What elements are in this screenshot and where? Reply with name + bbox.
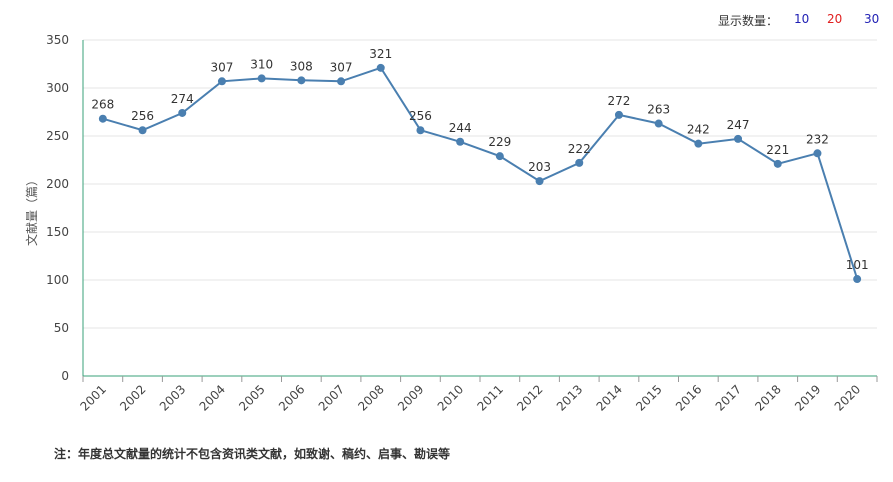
data-label: 307 <box>330 60 353 74</box>
x-tick-label: 2004 <box>197 382 228 413</box>
y-tick-label: 350 <box>46 33 69 47</box>
x-tick-label: 2005 <box>236 382 267 413</box>
x-tick-label: 2014 <box>594 382 625 413</box>
gridlines <box>83 39 877 329</box>
data-label: 242 <box>687 123 710 137</box>
data-label: 101 <box>846 258 869 272</box>
data-point <box>257 74 266 83</box>
data-point <box>217 77 226 86</box>
y-axis-label: 文献量（篇） <box>24 174 39 246</box>
data-label: 244 <box>449 121 472 135</box>
series-line-path <box>102 66 859 280</box>
data-point <box>773 159 782 168</box>
data-label: 229 <box>488 135 511 149</box>
display-count-selector: 显示数量： 10 20 30 <box>718 12 888 30</box>
x-tick-label: 2001 <box>77 382 108 413</box>
data-label: 247 <box>727 118 750 132</box>
data-label: 203 <box>528 160 551 174</box>
data-point <box>138 126 147 135</box>
data-point <box>98 114 107 123</box>
data-label: 272 <box>607 94 630 108</box>
data-point <box>694 139 703 148</box>
x-tick-label: 2008 <box>355 382 386 413</box>
data-label: 256 <box>409 109 432 123</box>
data-point <box>495 152 504 161</box>
y-tick-label: 50 <box>54 321 69 335</box>
axes <box>82 40 878 382</box>
x-tick-label: 2002 <box>117 382 148 413</box>
x-tick-label: 2010 <box>435 382 466 413</box>
data-label: 310 <box>250 57 273 71</box>
y-tick-labels: 0 50 100 150 200 250 300 350 <box>46 33 69 383</box>
x-tick-label: 2020 <box>832 382 863 413</box>
x-tick-label: 2013 <box>554 382 585 413</box>
data-labels: 268 256 274 307 310 308 307 321 256 244 229 203 222 2… <box>91 47 868 272</box>
y-tick-label: 100 <box>46 273 69 287</box>
display-count-label: 显示数量： <box>718 14 779 28</box>
x-tick-label: 2018 <box>752 382 783 413</box>
y-tick-label: 300 <box>46 81 69 95</box>
data-point <box>853 275 862 284</box>
x-tick-label: 2017 <box>713 382 744 413</box>
data-label: 268 <box>91 98 114 112</box>
x-tick-label: 2009 <box>395 382 426 413</box>
data-point <box>376 63 385 72</box>
x-tick-label: 2007 <box>316 382 347 413</box>
x-tick-label: 2003 <box>157 382 188 413</box>
data-point <box>575 158 584 167</box>
data-label: 308 <box>290 59 313 73</box>
display-count-30-option[interactable]: 30 <box>864 12 880 26</box>
series-line <box>102 66 859 280</box>
y-tick-label: 0 <box>61 369 69 383</box>
x-tick-labels: 2001 2002 2003 2004 2005 2006 2007 2008 2009 2010… <box>77 382 863 413</box>
data-point <box>178 108 187 117</box>
data-label: 221 <box>766 143 789 157</box>
y-tick-label: 150 <box>46 225 69 239</box>
data-point <box>337 77 346 86</box>
data-label: 256 <box>131 109 154 123</box>
x-tick-label: 2015 <box>633 382 664 413</box>
data-point <box>734 134 743 143</box>
data-point <box>416 126 425 135</box>
data-point <box>456 137 465 146</box>
footnote: 注：年度总文献量的统计不包含资讯类文献，如致谢、稿约、启事、勘误等 <box>54 447 451 461</box>
display-count-10-option[interactable]: 10 <box>794 12 810 26</box>
x-tick-label: 2011 <box>474 382 505 413</box>
x-tick-label: 2006 <box>276 382 307 413</box>
x-tick-label: 2012 <box>514 382 545 413</box>
data-point <box>813 149 822 158</box>
x-tick-label: 2016 <box>673 382 704 413</box>
data-point <box>535 177 544 186</box>
data-point <box>654 119 663 128</box>
y-tick-label: 250 <box>46 129 69 143</box>
data-point <box>297 76 306 85</box>
data-label: 263 <box>647 103 670 117</box>
data-label: 232 <box>806 132 829 146</box>
display-count-20-option[interactable]: 20 <box>827 12 843 26</box>
data-point <box>614 110 623 119</box>
data-label: 321 <box>369 47 392 61</box>
data-label: 222 <box>568 142 591 156</box>
x-tick-label: 2019 <box>792 382 823 413</box>
data-points <box>98 63 862 284</box>
data-label: 274 <box>171 92 194 106</box>
y-tick-label: 200 <box>46 177 69 191</box>
data-label: 307 <box>210 60 233 74</box>
